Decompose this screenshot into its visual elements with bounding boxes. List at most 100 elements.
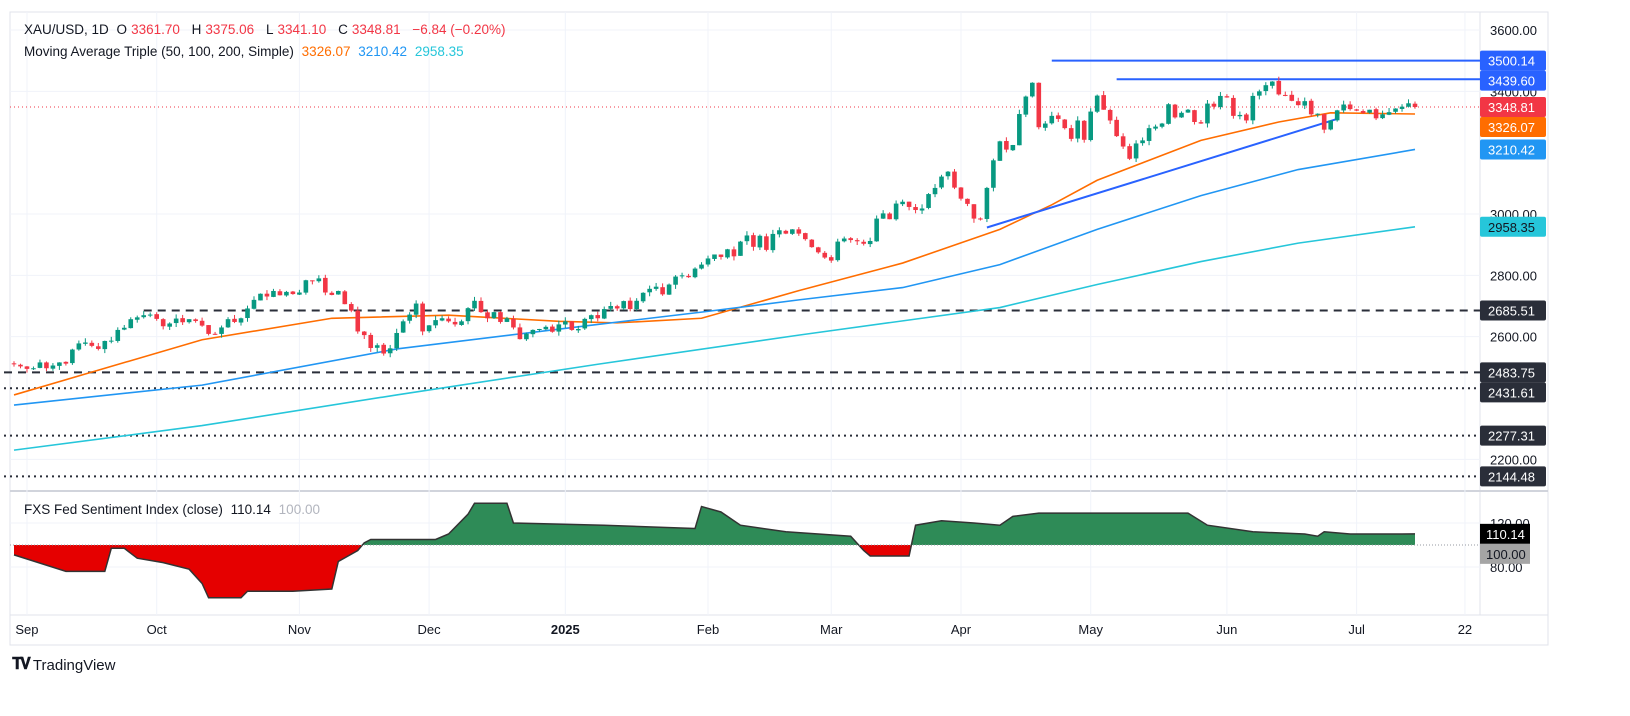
candle-body xyxy=(1341,104,1346,111)
candle-body xyxy=(815,247,821,253)
candle-body xyxy=(180,318,185,323)
candle-body xyxy=(1308,100,1314,115)
candle-body xyxy=(348,304,354,311)
price-tag-label: 2277.31 xyxy=(1488,429,1535,444)
candle-body xyxy=(491,312,497,319)
indicator-legend[interactable]: FXS Fed Sentiment Index (close) 110.14 1… xyxy=(24,502,324,517)
trendline xyxy=(986,117,1338,229)
candle-body xyxy=(212,333,218,335)
candle-body xyxy=(692,268,698,278)
candle-body xyxy=(1263,85,1269,92)
price-tag-label: 2144.48 xyxy=(1488,469,1535,484)
candle-body xyxy=(725,249,730,258)
price-tag-3348.81 xyxy=(1480,97,1546,118)
candle-body xyxy=(1068,128,1074,139)
candle-body xyxy=(459,321,464,325)
close-value: 3348.81 xyxy=(351,22,401,37)
candle-body xyxy=(147,314,153,316)
candle-body xyxy=(1042,123,1048,128)
candle-body xyxy=(290,291,296,295)
candle-body xyxy=(1334,110,1340,121)
candle-body xyxy=(96,346,101,349)
candle-body xyxy=(640,292,646,302)
candle-body xyxy=(284,291,289,296)
candle-body xyxy=(621,301,626,309)
candle-body xyxy=(796,229,802,234)
low-label: L xyxy=(265,22,274,37)
candle-body xyxy=(952,171,957,188)
candle-body xyxy=(381,344,387,354)
candle-body xyxy=(44,362,49,369)
candle-body xyxy=(452,321,458,325)
ma200-line xyxy=(13,225,1416,451)
price-tag-2483.75 xyxy=(1480,362,1546,383)
x-tick-label: Nov xyxy=(288,622,312,637)
candle-body xyxy=(1153,126,1158,129)
candle-body xyxy=(167,323,172,327)
candle-body xyxy=(297,292,302,295)
candle-body xyxy=(1224,96,1230,98)
candle-body xyxy=(757,235,763,248)
candle-body xyxy=(368,334,374,349)
candle-body xyxy=(1412,103,1418,108)
candle-body xyxy=(803,233,808,240)
indicator-value: 110.14 xyxy=(230,502,271,517)
candle-body xyxy=(426,325,432,332)
ma-legend[interactable]: Moving Average Triple (50, 100, 200, Sim… xyxy=(24,44,468,59)
candle-body xyxy=(601,309,607,319)
candle-body xyxy=(841,238,847,242)
candle-body xyxy=(880,213,886,219)
candle-body xyxy=(400,321,406,333)
price-tag-2277.31 xyxy=(1480,425,1546,446)
candle-body xyxy=(530,329,536,335)
candle-body xyxy=(219,327,224,334)
high-value: 3375.06 xyxy=(205,22,255,37)
candle-body xyxy=(1295,101,1301,106)
candle-body xyxy=(524,333,529,340)
x-tick-label: 2025 xyxy=(551,622,580,637)
price-tag-2958.35 xyxy=(1480,216,1546,237)
candle-body xyxy=(1185,109,1191,113)
ma-label: Moving Average Triple (50, 100, 200, Sim… xyxy=(24,44,294,59)
candle-body xyxy=(18,364,23,367)
tradingview-logo-icon: 𝐓𝐕 xyxy=(12,656,31,673)
price-tag-label: 3348.81 xyxy=(1488,100,1535,115)
candle-body xyxy=(121,327,127,330)
candle-body xyxy=(24,366,30,369)
candle-body xyxy=(984,187,990,219)
candle-body xyxy=(154,314,159,319)
candle-body xyxy=(63,361,69,364)
candle-body xyxy=(731,249,737,257)
candle-body xyxy=(485,312,490,319)
candle-body xyxy=(790,229,795,234)
symbol-label: XAU/USD, 1D xyxy=(24,22,109,37)
candle-body xyxy=(1393,108,1398,112)
candle-body xyxy=(660,287,665,295)
candle-body xyxy=(627,300,633,310)
chart-frame xyxy=(9,11,1549,646)
candle-body xyxy=(517,327,523,340)
candle-body xyxy=(57,362,62,366)
candle-body xyxy=(1231,97,1236,116)
ma50-line xyxy=(13,111,1416,396)
candle-body xyxy=(1017,114,1022,146)
candle-body xyxy=(258,293,263,301)
candle-body xyxy=(900,201,905,205)
candle-body xyxy=(647,288,652,293)
candle-body xyxy=(958,187,964,199)
candle-body xyxy=(342,291,348,305)
candle-body xyxy=(770,233,776,251)
candle-body xyxy=(1140,140,1145,144)
candle-body xyxy=(653,286,659,289)
x-tick-label: Apr xyxy=(951,622,972,637)
candle-body xyxy=(413,303,419,315)
tradingview-logo[interactable]: 𝐓𝐕 TradingView xyxy=(12,656,115,674)
candle-body xyxy=(1146,128,1152,141)
close-label: C xyxy=(338,22,348,37)
candle-body xyxy=(1250,95,1256,121)
ma50-value: 3326.07 xyxy=(301,44,351,59)
indicator-label: FXS Fed Sentiment Index (close) xyxy=(24,502,223,517)
indicator-baseline-tag-label: 100.00 xyxy=(1486,547,1526,562)
candle-body xyxy=(634,300,639,310)
